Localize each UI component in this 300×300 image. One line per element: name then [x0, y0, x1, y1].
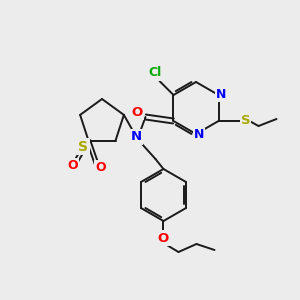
- Text: S: S: [79, 140, 88, 154]
- Text: S: S: [241, 115, 250, 128]
- Text: O: O: [95, 161, 106, 174]
- Text: Cl: Cl: [149, 67, 162, 80]
- Text: O: O: [158, 232, 169, 244]
- Text: O: O: [132, 106, 143, 118]
- Text: N: N: [194, 128, 204, 142]
- Text: N: N: [216, 88, 227, 100]
- Text: N: N: [131, 130, 142, 143]
- Text: O: O: [67, 159, 78, 172]
